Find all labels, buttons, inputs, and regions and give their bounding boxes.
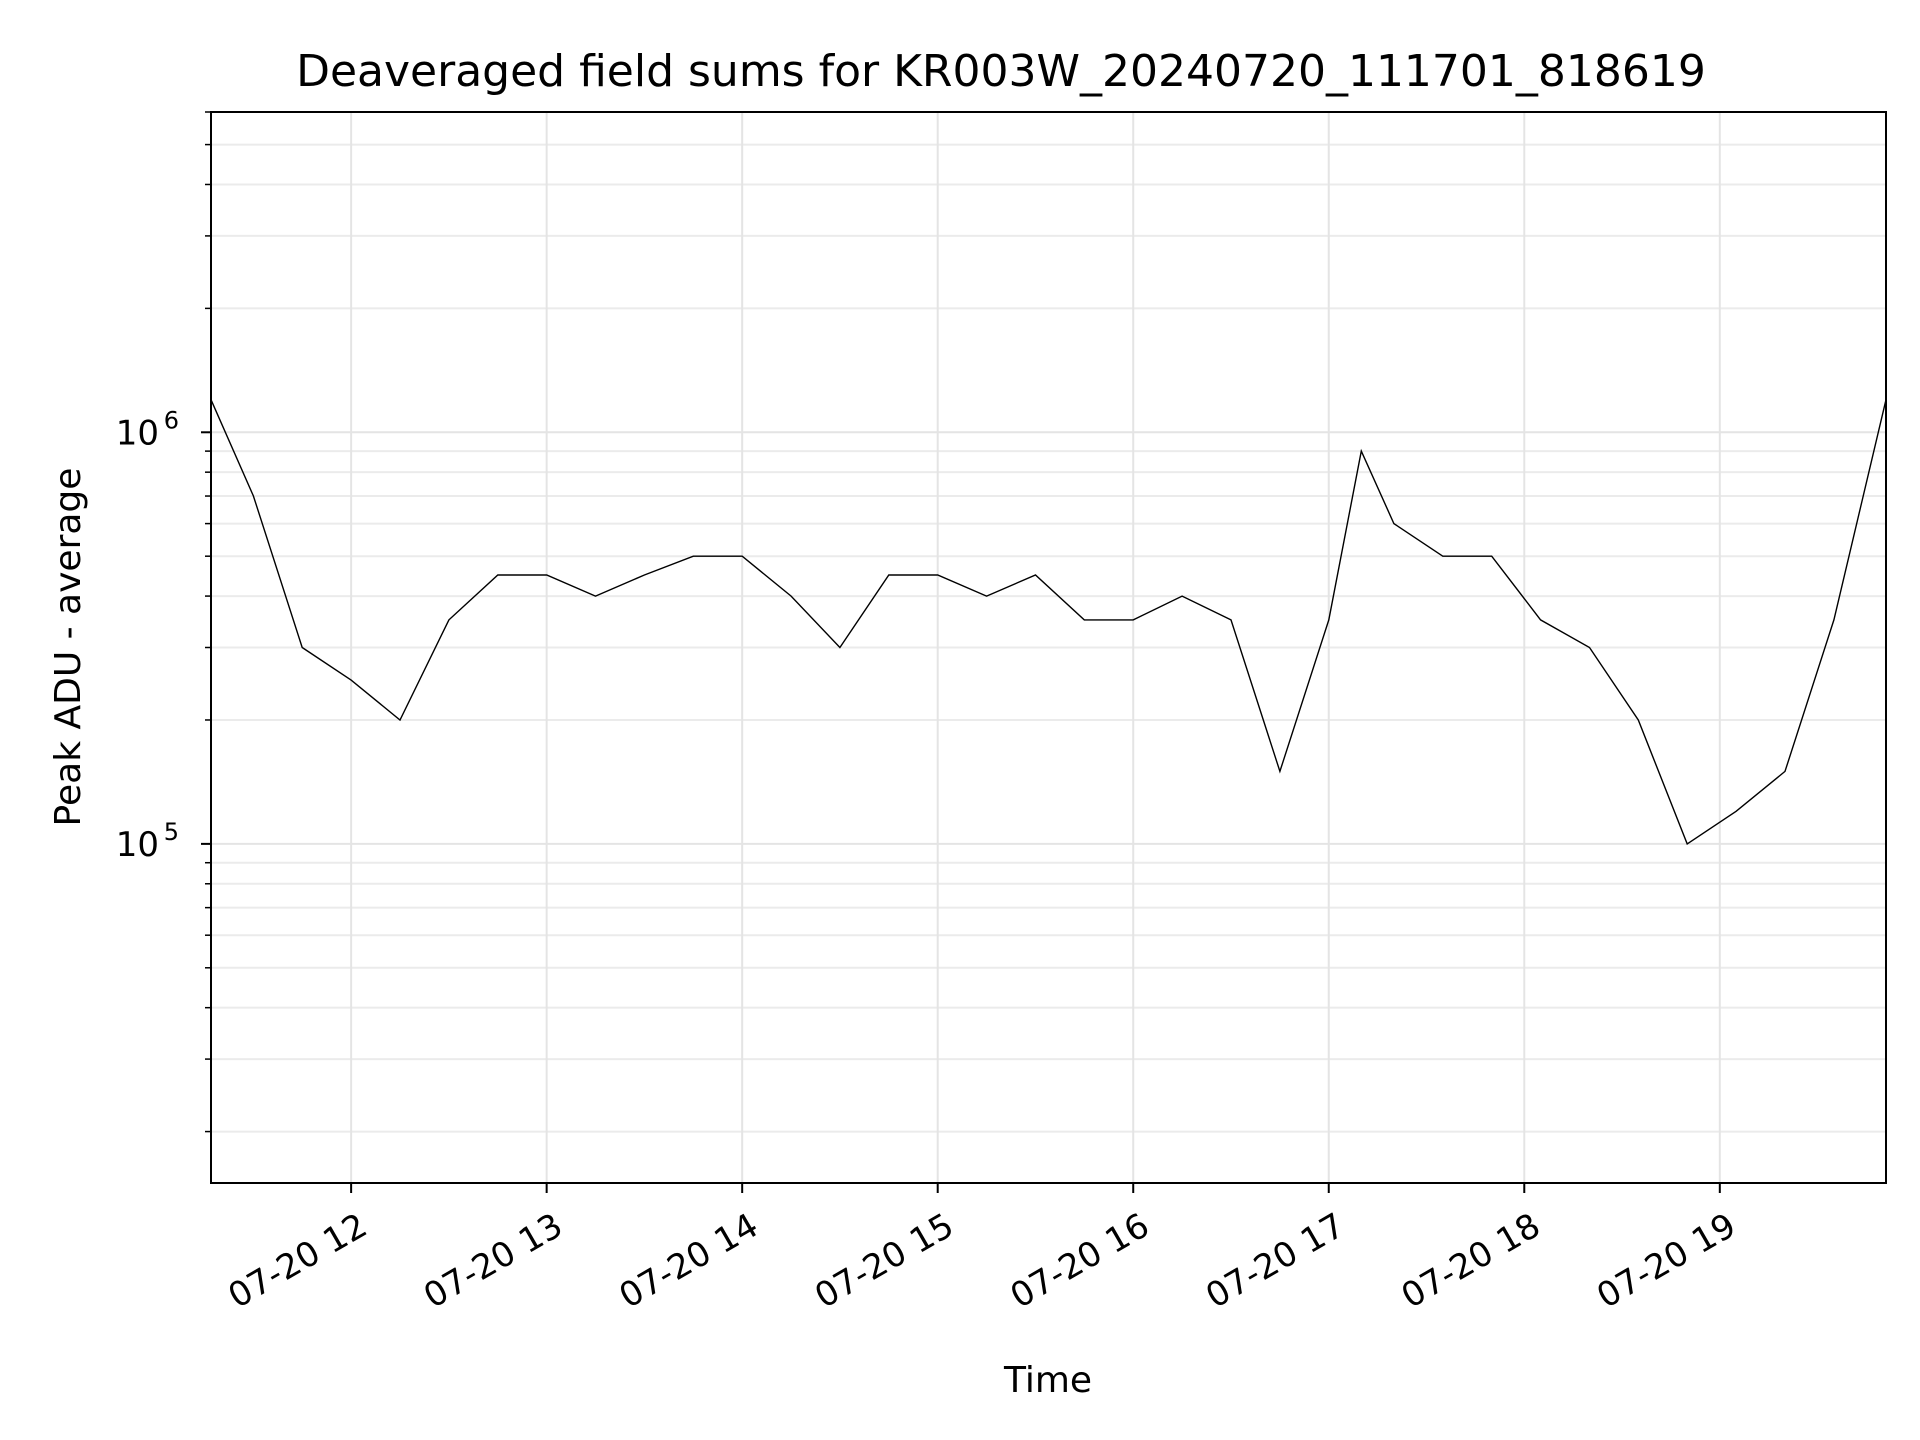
series-line xyxy=(210,399,1887,845)
grid-minor xyxy=(205,111,1886,1133)
x-tick-label: 07-20 14 xyxy=(613,1206,765,1317)
x-tick-label: 07-20 13 xyxy=(417,1206,569,1317)
y-tick-exponent: 5 xyxy=(164,818,179,846)
y-tick-exponent: 6 xyxy=(164,406,179,434)
x-tick-label: 07-20 16 xyxy=(1004,1206,1156,1317)
y-axis-label: Peak ADU - average xyxy=(48,468,89,827)
series-layer xyxy=(210,399,1887,845)
plot-frame xyxy=(210,111,1887,1184)
y-tick-label: 10 xyxy=(116,825,159,865)
x-tick-label: 07-20 18 xyxy=(1395,1206,1547,1317)
y-tick-label: 10 xyxy=(116,413,159,453)
x-axis: 07-20 12 07-20 13 07-20 14 07-20 15 07-20 16… xyxy=(222,1183,1743,1317)
x-axis-label: Time xyxy=(1003,1360,1092,1401)
chart-title: Deaveraged field sums for KR003W_2024072… xyxy=(296,46,1706,97)
x-tick-label: 07-20 17 xyxy=(1199,1206,1351,1317)
x-tick-label: 07-20 15 xyxy=(808,1206,960,1317)
grid-major xyxy=(211,112,1886,1183)
x-tick-label: 07-20 19 xyxy=(1590,1206,1742,1317)
x-tick-label: 07-20 12 xyxy=(222,1206,374,1317)
